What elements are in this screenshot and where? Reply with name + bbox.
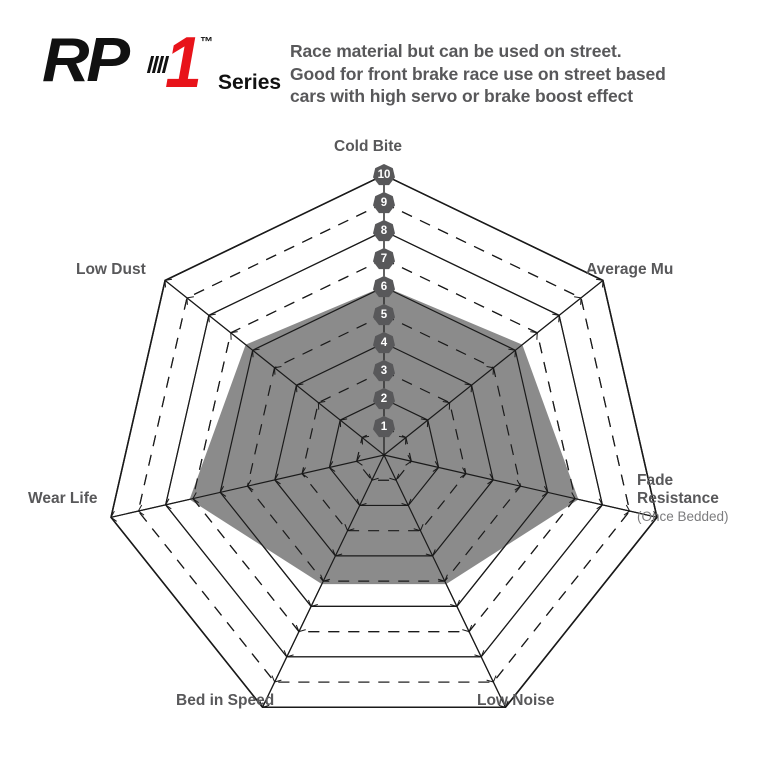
axis-label-low-noise: Low Noise (477, 692, 555, 709)
header: RP 1 ™ Series Race material but can be u… (0, 0, 768, 120)
axis-label-bed-in-speed: Bed in Speed (176, 692, 275, 709)
description-line-2: Good for front brake race use on street … (290, 63, 666, 84)
scale-badge-4: 4 (373, 332, 395, 354)
axis-label-fade-line-2: Resistance (637, 490, 719, 507)
scale-badge-2: 2 (373, 388, 395, 410)
axis-label-fade-line-1: Fade (637, 472, 674, 489)
scale-badge-5: 5 (373, 304, 395, 326)
logo-brand-text: RP (42, 26, 130, 95)
description-line-3: cars with high servo or brake boost effe… (290, 86, 633, 106)
axis-label-low-dust: Low Dust (76, 261, 146, 278)
trademark-icon: ™ (200, 34, 213, 49)
axis-label-cold-bite: Cold Bite (334, 138, 403, 155)
scale-badge-7: 7 (373, 248, 395, 270)
logo-model-number: 1 (165, 23, 202, 103)
product-description: Race material but can be used on street.… (290, 40, 710, 108)
axis-label-fade-resistance: Fade Resistance (Once Bedded) (637, 472, 729, 526)
description-line-1: Race material but can be used on street. (290, 41, 622, 61)
axis-label-fade-sublabel: (Once Bedded) (637, 509, 729, 524)
scale-badge-10: 10 (373, 164, 395, 186)
axis-label-wear-life: Wear Life (28, 490, 98, 507)
scale-badge-9: 9 (373, 192, 395, 214)
scale-badge-3: 3 (373, 360, 395, 382)
scale-badge-8: 8 (373, 220, 395, 242)
scale-badge-1: 1 (373, 416, 395, 438)
logo-series-text: Series (218, 71, 282, 94)
rp1-series-logo: RP 1 ™ Series (42, 23, 281, 103)
axis-label-average-mu: Average Mu (586, 261, 674, 278)
scale-badge-6: 6 (373, 276, 395, 298)
